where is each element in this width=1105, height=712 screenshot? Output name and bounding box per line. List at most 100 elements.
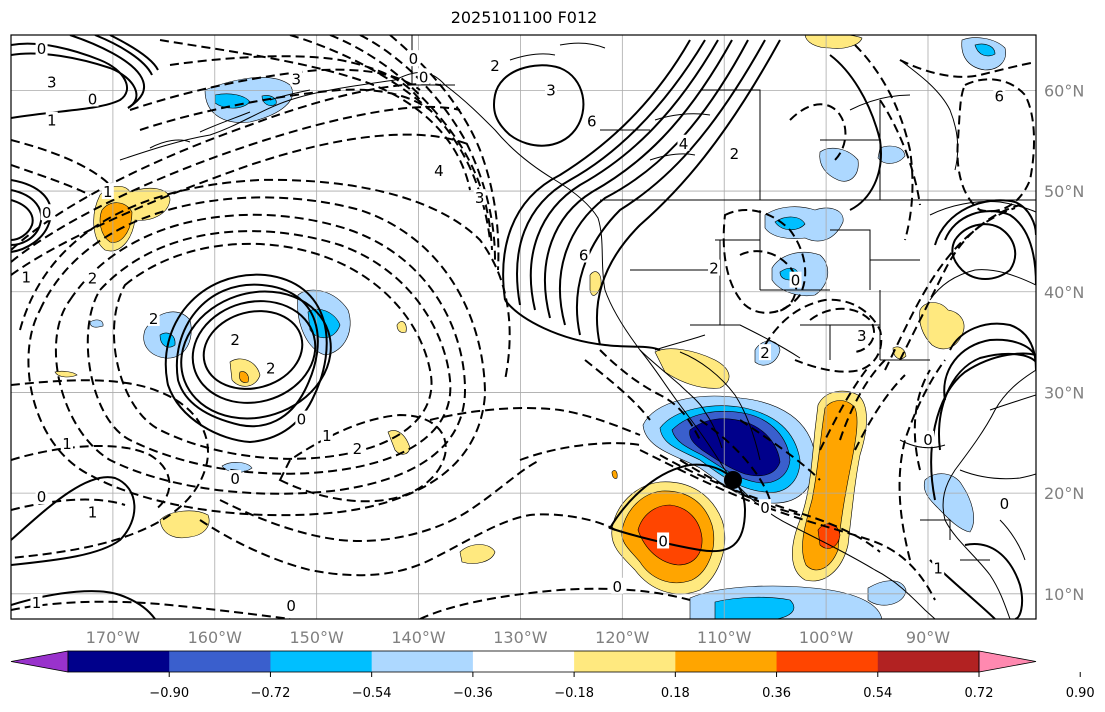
contour-label-bg <box>45 111 58 128</box>
colorbar-extend-high <box>978 650 1037 673</box>
contour-label: 2 <box>88 270 98 288</box>
contour-label: 6 <box>995 87 1005 105</box>
lat-tick-label: 50°N <box>1044 182 1084 201</box>
contour-label: 1 <box>32 594 42 612</box>
contour-label: 0 <box>286 597 296 615</box>
contour-label-bg <box>789 271 802 288</box>
contour-label-bg <box>993 87 1006 104</box>
contour-label: 1 <box>322 427 332 445</box>
contour-label-bg <box>264 359 277 376</box>
colorbar-frame <box>67 650 980 673</box>
contour-label: 3 <box>292 70 302 88</box>
contour-label-bg <box>35 40 48 57</box>
contour-label: 0 <box>42 204 52 222</box>
contour-label-bg <box>611 577 624 594</box>
contour-label-bg <box>101 183 114 200</box>
colorbar-segment <box>371 651 474 672</box>
contour-label: 6 <box>579 247 589 265</box>
lat-tick-label: 20°N <box>1044 484 1084 503</box>
contour-label: 0 <box>37 40 47 58</box>
contour-label-bg <box>921 430 934 447</box>
coastlines <box>119 35 1036 619</box>
shading-negative <box>89 37 1006 619</box>
contour-label-bg <box>320 426 333 443</box>
contour-label: 3 <box>475 189 485 207</box>
contour-label-bg <box>35 488 48 505</box>
contour-label: 3 <box>546 81 556 99</box>
contour-label: 2 <box>230 331 240 349</box>
colorbar-tick-label: 0.54 <box>863 686 892 701</box>
contour-label-bg <box>86 90 99 107</box>
contour-label-bg <box>585 112 598 129</box>
contour-label-bg <box>758 344 771 361</box>
colorbar-segment <box>169 651 271 672</box>
contour-label: 0 <box>88 90 98 108</box>
contour-label: 4 <box>434 162 444 180</box>
contour-label-bg <box>677 134 690 151</box>
lat-tick-label: 10°N <box>1044 585 1084 604</box>
lon-tick-label: 160°W <box>188 628 243 647</box>
lon-tick-label: 150°W <box>289 628 344 647</box>
colorbar-tick-label: −0.54 <box>352 686 392 701</box>
contour-label: 0 <box>419 68 429 86</box>
contour-label-bg <box>285 596 298 613</box>
colorbar-extend-low <box>10 650 69 673</box>
contour-label: 1 <box>933 560 943 578</box>
contour-label: 1 <box>62 435 72 453</box>
contour-label: 0 <box>923 431 933 449</box>
lat-tick-label: 40°N <box>1044 283 1084 302</box>
contour-label-bg <box>20 268 33 285</box>
contour-label-bg <box>351 439 364 456</box>
contour-label: 0 <box>658 532 668 550</box>
contour-label-bg <box>855 327 868 344</box>
contour-label-bg <box>728 144 741 161</box>
colorbar-segment <box>776 651 879 672</box>
contour-label: 3 <box>47 73 57 91</box>
colorbar-segment <box>270 651 373 672</box>
colorbar-tick-label: −0.36 <box>453 686 493 701</box>
contour-label: 2 <box>353 440 363 458</box>
contour-label-bg <box>657 532 670 549</box>
contour-label-bg <box>488 57 501 74</box>
colorbar-segment <box>574 651 676 672</box>
colorbar-tick-label: −0.90 <box>149 686 189 701</box>
contour-label-bg <box>86 269 99 286</box>
contour-label: 2 <box>709 260 719 278</box>
contour-label-bg <box>290 70 303 87</box>
lon-tick-label: 130°W <box>493 628 548 647</box>
contour-label: 0 <box>1000 495 1010 513</box>
contour-label: 1 <box>103 183 113 201</box>
lat-tick-label: 60°N <box>1044 81 1084 100</box>
latitude-labels: 10°N 20°N 30°N 40°N 50°N 60°N <box>1044 81 1084 603</box>
contour-label-bg <box>61 434 74 451</box>
contour-label: 2 <box>760 344 770 362</box>
contour-label: 3 <box>857 327 867 345</box>
colorbar-tick-label: 0.72 <box>965 686 994 701</box>
lat-tick-label: 30°N <box>1044 383 1084 402</box>
contour-label-bg <box>577 246 590 263</box>
contour-label-bg <box>473 189 486 206</box>
contour-label-bg <box>432 161 445 178</box>
longitude-labels: 170°W 160°W 150°W 140°W 130°W 120°W 110°W 100°W… <box>86 628 951 647</box>
contour-label: 0 <box>230 470 240 488</box>
map-frame <box>10 34 1037 620</box>
contour-label: 0 <box>409 50 419 68</box>
colorbar-segment <box>675 651 778 672</box>
lon-tick-label: 110°W <box>697 628 752 647</box>
contour-label: 0 <box>612 578 622 596</box>
contour-label: 2 <box>730 145 740 163</box>
contour-label: 1 <box>88 503 98 521</box>
colorbar-tick-label: −0.18 <box>554 686 594 701</box>
contour-label-bg <box>45 73 58 90</box>
contour-label-bg <box>545 81 558 98</box>
contour-label: 0 <box>791 272 801 290</box>
contour-label-bg <box>758 499 771 516</box>
contour-label: 6 <box>587 113 597 131</box>
contour-label-bg <box>295 410 308 427</box>
center-marker <box>724 471 742 489</box>
contour-label: 4 <box>679 135 689 153</box>
colorbar-tick-label: −0.72 <box>251 686 291 701</box>
colorbar-segment <box>68 651 170 672</box>
